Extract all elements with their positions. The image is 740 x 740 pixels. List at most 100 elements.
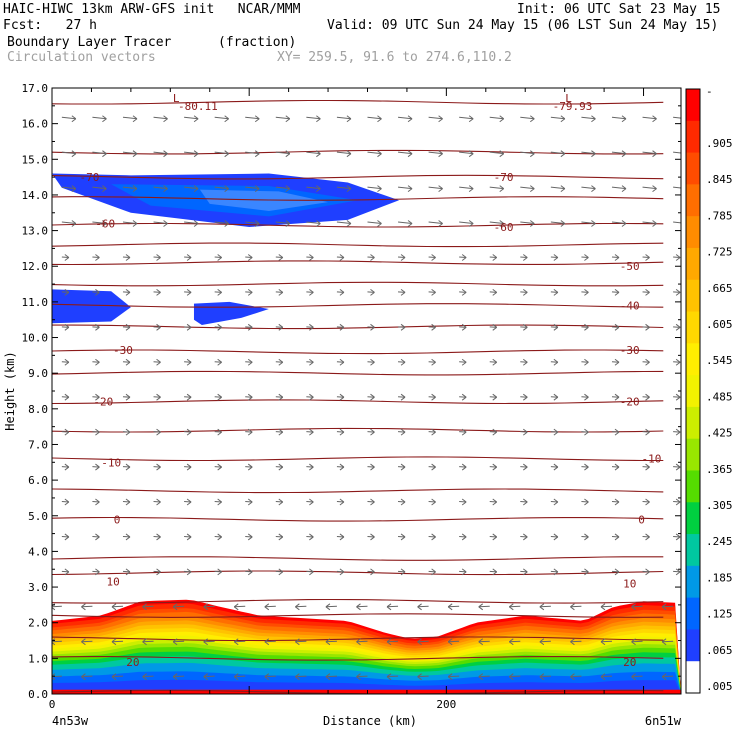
vector-arrow <box>142 675 154 678</box>
colorbar-label: - <box>706 85 713 98</box>
vector-arrow-head <box>584 323 589 331</box>
isotherm-label: -20 <box>93 396 113 409</box>
colorbar-segment <box>686 470 700 503</box>
vector-arrow <box>539 605 551 608</box>
vector-arrow-head <box>645 533 650 541</box>
vector-arrow <box>275 501 283 503</box>
vector-arrow-head <box>278 323 284 331</box>
y-tick-label: 5.0 <box>28 510 48 523</box>
vector-arrow-head <box>431 428 436 436</box>
vector-arrow-head <box>186 463 192 471</box>
colorbar-segment <box>686 502 700 535</box>
vector-arrow-head <box>675 393 681 401</box>
vector-arrow <box>398 570 406 573</box>
vector-arrow-head <box>186 533 192 541</box>
vector-arrow <box>673 256 681 258</box>
vector-arrow <box>673 396 681 398</box>
vector-arrow <box>275 396 283 398</box>
vector-arrow-head <box>560 115 566 123</box>
y-tick-label: 11.0 <box>22 296 49 309</box>
vector-arrow <box>184 151 199 155</box>
vector-arrow-head <box>400 254 406 261</box>
vector-arrow-head <box>400 428 406 436</box>
vector-arrow-head <box>417 638 422 646</box>
vector-arrow-head <box>478 603 484 611</box>
vector-arrow <box>295 605 307 608</box>
vector-arrow-head <box>431 323 436 331</box>
vector-arrow <box>336 396 344 398</box>
vector-arrow-head <box>132 150 138 158</box>
vector-arrow <box>489 116 504 120</box>
vector-arrow <box>214 570 222 573</box>
isotherm-line-14 <box>52 324 664 330</box>
vector-arrow-head <box>339 289 345 296</box>
vector-arrow <box>122 501 131 503</box>
vector-arrow <box>673 501 681 503</box>
vector-arrow <box>184 116 199 120</box>
vector-arrow-head <box>522 533 528 541</box>
isotherm-label: -70 <box>494 171 514 184</box>
vector-arrow <box>234 640 246 643</box>
header-line2-right: Valid: 09 UTC Sun 24 May 15 (06 LST Sun … <box>327 18 719 33</box>
vector-arrow-head <box>522 428 528 436</box>
y-tick-label: 1.0 <box>28 652 48 665</box>
vector-arrow <box>61 535 69 538</box>
vector-arrow <box>642 535 650 538</box>
vector-arrow-head <box>370 323 375 331</box>
vector-arrow <box>662 605 674 608</box>
vector-arrow <box>520 151 535 155</box>
isotherm-line-5 <box>52 570 664 576</box>
vector-arrow-head <box>431 289 436 296</box>
vector-arrow <box>153 431 161 433</box>
colorbar-segment <box>686 438 700 471</box>
vector-arrow <box>428 396 436 398</box>
vector-arrow <box>520 535 528 538</box>
vector-arrow-head <box>400 533 406 541</box>
isotherm-line-8 <box>52 488 664 494</box>
vector-arrow-head <box>522 289 528 296</box>
vector-arrow-head <box>186 254 192 261</box>
vector-arrow-head <box>400 463 406 471</box>
colorbar-label: .185 <box>706 571 733 584</box>
vector-arrow <box>111 605 124 608</box>
vector-arrow-head <box>217 358 222 366</box>
vector-arrow-head <box>71 115 77 123</box>
header-line1-left: HAIC-HIWC 13km ARW-GFS init NCAR/MMM <box>3 2 301 17</box>
vector-arrow-head <box>295 673 300 681</box>
vector-arrow <box>325 605 337 608</box>
vector-arrow-head <box>316 220 321 227</box>
vector-arrow-head <box>95 358 100 366</box>
y-tick-label: 16.0 <box>22 118 49 131</box>
vector-arrow <box>173 675 185 678</box>
vector-arrow-head <box>614 358 620 366</box>
vector-arrow-head <box>64 533 70 541</box>
colorbar-label: .845 <box>706 173 733 186</box>
vector-arrow-head <box>652 185 657 192</box>
vector-arrow <box>673 326 681 328</box>
vector-arrow-head <box>233 638 239 646</box>
vector-arrow <box>153 396 161 398</box>
colorbar-segment <box>686 406 700 440</box>
vector-arrow-head <box>264 673 270 681</box>
vector-arrow <box>203 640 215 643</box>
vector-arrow <box>142 640 154 643</box>
vector-arrow-head <box>614 498 620 506</box>
vector-arrow-head <box>461 463 467 471</box>
vector-arrow-head <box>132 115 138 123</box>
vector-arrow <box>275 326 283 328</box>
vector-arrow <box>203 675 215 678</box>
vector-arrow <box>428 221 443 225</box>
vector-arrow <box>673 116 681 119</box>
vector-arrow <box>600 640 613 643</box>
vector-arrow-head <box>71 185 77 192</box>
vector-arrow-head <box>142 603 147 611</box>
vector-arrow-head <box>468 150 474 158</box>
vector-arrow-head <box>111 603 117 611</box>
vector-arrow <box>611 116 627 120</box>
vector-arrow <box>611 431 620 433</box>
vector-arrow <box>673 291 681 293</box>
vector-arrow <box>367 291 375 293</box>
vector-arrow-head <box>386 673 392 681</box>
vector-arrow-head <box>95 568 100 576</box>
vector-arrow <box>153 256 161 258</box>
